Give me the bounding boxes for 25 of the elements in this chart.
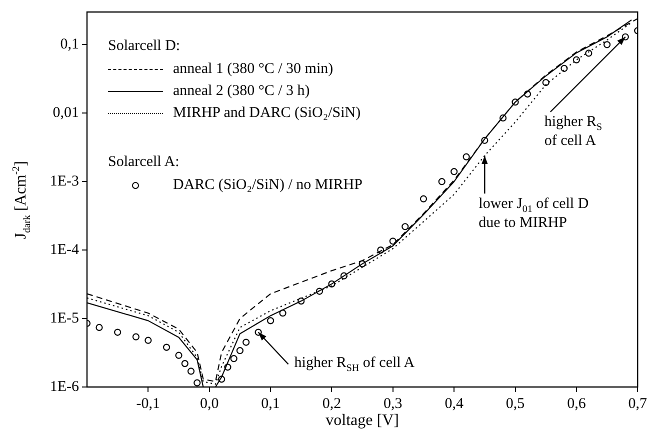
x-tick-label: 0,2 <box>322 396 342 412</box>
legend-title: Solarcell D: <box>108 36 182 56</box>
annotation: lower J$_{01}$ of cell D due to MIRHP <box>478 196 590 232</box>
y-tick-label: 0,1 <box>60 36 79 53</box>
x-tick-label: 0,1 <box>261 396 280 412</box>
y-tick-label: 1E-5 <box>50 310 79 326</box>
x-tick-label: 0,5 <box>506 396 525 412</box>
x-tick-label: 0,0 <box>200 396 219 412</box>
y-tick-label: 0,01 <box>52 105 79 122</box>
y-tick-label: 1E-3 <box>50 174 79 190</box>
y-tick-label: 1E-4 <box>50 242 80 258</box>
legend-label: anneal 2 (380 °C / 3 h) <box>173 82 310 100</box>
x-tick-label: 0,7 <box>628 396 648 412</box>
annotation: higher R$_{S}$ of cell A <box>544 114 604 150</box>
legend-label: DARC (SiO₂/SiN) / no MIRHP <box>173 176 362 194</box>
legend-label: anneal 1 (380 °C / 30 min) <box>173 60 334 78</box>
x-tick-label: 0,3 <box>384 396 402 412</box>
annotation: Solarcell A: <box>108 152 180 172</box>
legend-label: MIRHP and DARC (SiO₂/SiN) <box>173 104 361 122</box>
x-tick-label: 0,4 <box>444 396 464 412</box>
annotation: higher R$_{SH}$ of cell A <box>294 355 415 374</box>
x-axis-title: voltage [V] <box>326 412 399 430</box>
x-tick-label: 0,6 <box>567 396 586 412</box>
x-tick-label: -0,1 <box>136 396 160 412</box>
y-tick-label: 1E-6 <box>50 378 80 395</box>
